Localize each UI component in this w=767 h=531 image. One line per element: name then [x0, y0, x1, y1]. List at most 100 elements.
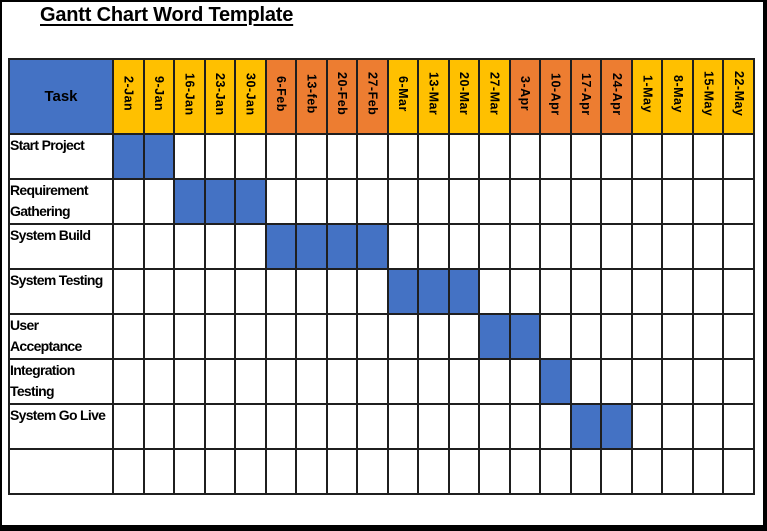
date-label: 27-Mar: [487, 72, 502, 116]
date-column-header: 13-Mar: [417, 58, 450, 135]
grid-cell: [356, 448, 389, 495]
grid-cell: [447, 133, 481, 180]
grid-cell: [600, 133, 633, 180]
grid-cell: [295, 133, 328, 180]
grid-cell: [234, 358, 267, 405]
grid-cell: [112, 448, 145, 495]
grid-cell: [569, 133, 603, 180]
gantt-bar-cell: [203, 178, 237, 225]
grid-cell: [264, 358, 298, 405]
date-column-header: 2-Jan: [112, 58, 145, 135]
grid-cell: [142, 448, 176, 495]
grid-cell: [569, 178, 603, 225]
grid-cell: [691, 268, 725, 315]
grid-cell: [386, 358, 420, 405]
page-title: Gantt Chart Word Template: [40, 4, 294, 26]
gantt-bar-cell: [142, 133, 176, 180]
gantt-bar-cell: [417, 268, 450, 315]
grid-cell: [417, 403, 450, 450]
grid-cell: [539, 133, 572, 180]
grid-cell: [478, 133, 511, 180]
grid-cell: [691, 313, 725, 360]
grid-cell: [691, 223, 725, 270]
grid-cell: [295, 358, 328, 405]
grid-cell: [691, 178, 725, 225]
gantt-bar-cell: [386, 268, 420, 315]
gantt-bar-cell: [356, 223, 389, 270]
grid-cell: [722, 133, 755, 180]
grid-cell: [325, 268, 359, 315]
grid-cell: [386, 403, 420, 450]
grid-cell: [173, 403, 206, 450]
grid-cell: [142, 358, 176, 405]
grid-cell: [478, 223, 511, 270]
gantt-bar-cell: [325, 223, 359, 270]
grid-cell: [142, 178, 176, 225]
grid-cell: [356, 313, 389, 360]
grid-cell: [539, 403, 572, 450]
gantt-bar-cell: [569, 403, 603, 450]
task-name-cell: System Go Live: [8, 403, 114, 450]
grid-cell: [325, 133, 359, 180]
gantt-bar-cell: [539, 358, 572, 405]
grid-cell: [173, 313, 206, 360]
grid-cell: [478, 268, 511, 315]
grid-cell: [112, 358, 145, 405]
grid-cell: [356, 178, 389, 225]
task-name-cell: System Testing: [8, 268, 114, 315]
date-label: 1-May: [640, 75, 655, 113]
grid-cell: [325, 448, 359, 495]
grid-cell: [661, 403, 694, 450]
grid-cell: [325, 358, 359, 405]
grid-cell: [630, 133, 664, 180]
grid-cell: [630, 448, 664, 495]
grid-cell: [722, 268, 755, 315]
grid-cell: [264, 133, 298, 180]
task-name-cell: User Acceptance: [8, 313, 114, 360]
date-label: 13-Mar: [426, 72, 441, 116]
grid-cell: [203, 403, 237, 450]
grid-cell: [234, 268, 267, 315]
grid-cell: [386, 133, 420, 180]
grid-cell: [356, 358, 389, 405]
task-column-header: Task: [8, 58, 114, 135]
grid-cell: [691, 403, 725, 450]
gantt-bar-cell: [112, 133, 145, 180]
grid-cell: [447, 313, 481, 360]
task-name-cell: Start Project: [8, 133, 114, 180]
grid-cell: [630, 268, 664, 315]
table-row: Requirement Gathering: [8, 178, 755, 225]
grid-cell: [478, 403, 511, 450]
date-column-header: 6-Feb: [264, 58, 298, 135]
grid-cell: [325, 313, 359, 360]
date-label: 8-May: [670, 75, 685, 113]
date-label: 13-feb: [304, 74, 319, 114]
grid-cell: [569, 448, 603, 495]
gantt-bar-cell: [173, 178, 206, 225]
grid-cell: [356, 268, 389, 315]
grid-cell: [203, 223, 237, 270]
grid-cell: [508, 358, 542, 405]
grid-cell: [356, 403, 389, 450]
grid-cell: [417, 448, 450, 495]
grid-cell: [234, 223, 267, 270]
grid-cell: [447, 178, 481, 225]
table-row: User Acceptance: [8, 313, 755, 360]
grid-cell: [386, 178, 420, 225]
grid-cell: [722, 178, 755, 225]
grid-cell: [539, 268, 572, 315]
grid-cell: [173, 133, 206, 180]
grid-cell: [508, 133, 542, 180]
date-column-header: 1-May: [630, 58, 664, 135]
grid-cell: [173, 223, 206, 270]
grid-cell: [661, 178, 694, 225]
date-label: 6-Feb: [274, 76, 289, 112]
date-column-header: 20-Feb: [325, 58, 359, 135]
date-column-header: 3-Apr: [508, 58, 542, 135]
gantt-bar-cell: [600, 403, 633, 450]
grid-cell: [661, 133, 694, 180]
grid-cell: [417, 133, 450, 180]
grid-cell: [173, 358, 206, 405]
grid-cell: [722, 448, 755, 495]
